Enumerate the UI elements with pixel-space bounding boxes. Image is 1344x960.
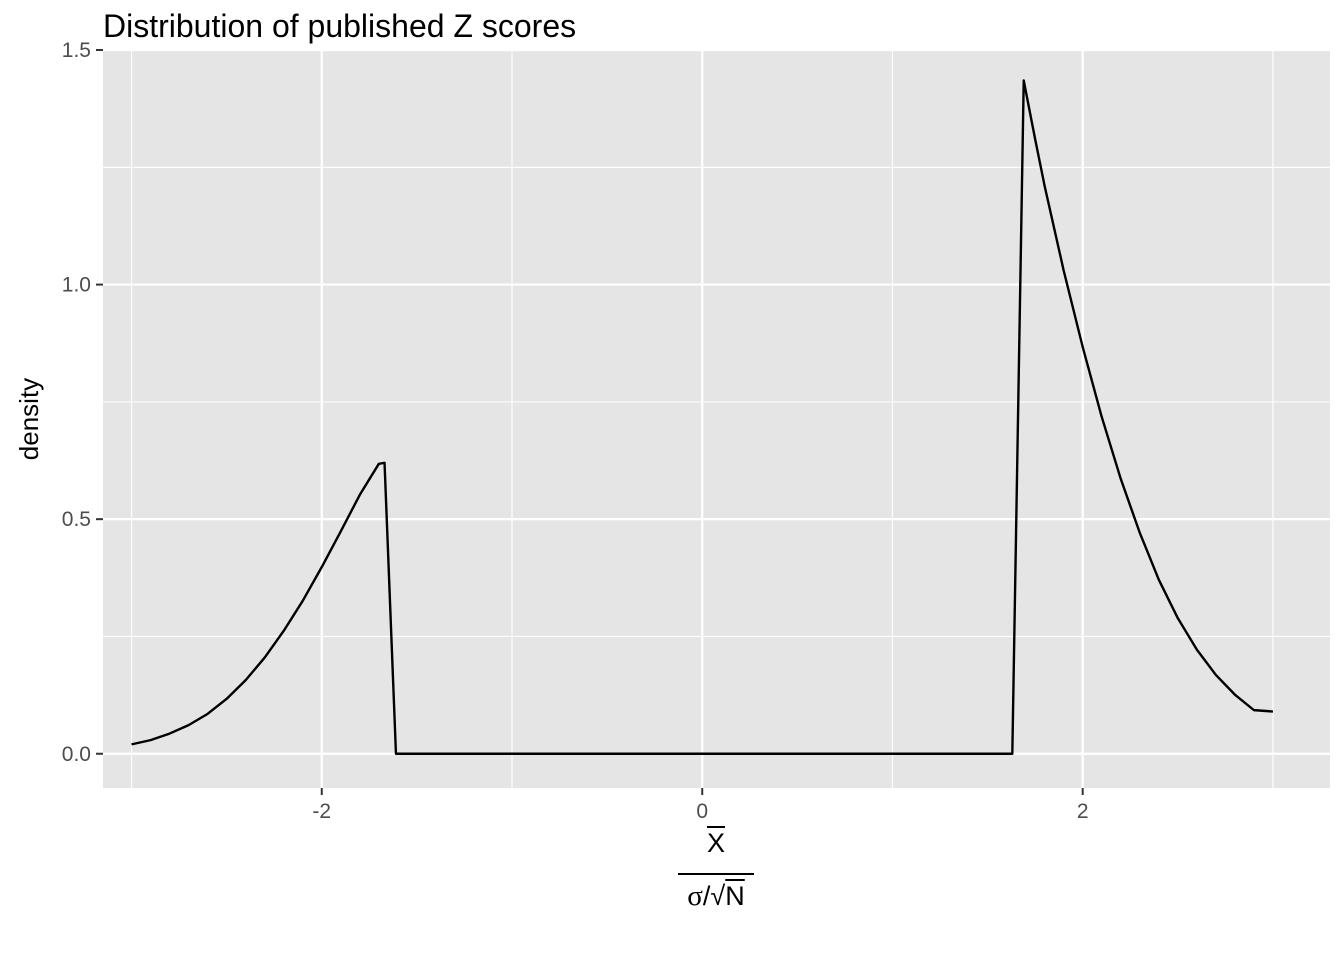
chart-title: Distribution of published Z scores (103, 8, 577, 44)
major-gridlines (103, 48, 1330, 788)
minor-gridlines (103, 50, 1330, 788)
x-tick-label: -2 (312, 800, 331, 823)
x-axis-label-numerator: X (706, 828, 725, 858)
axes: -2 0 2 0.0 0.5 1.0 1.5 (62, 39, 1089, 823)
x-axis-label: X σ/√N (676, 828, 756, 918)
y-tick-label: 0.0 (62, 743, 91, 766)
plot-panel (103, 50, 1330, 788)
density-curve (131, 79, 1274, 755)
x-tick-label: 0 (696, 800, 708, 823)
y-tick-label: 1.0 (62, 274, 91, 297)
x-tick-label: 2 (1077, 800, 1089, 823)
y-axis-label: density (14, 377, 44, 461)
y-tick-label: 1.5 (62, 39, 91, 62)
x-axis-label-denominator: σ/√N (687, 880, 745, 912)
y-tick-label: 0.5 (62, 508, 91, 531)
fraction-bar (678, 873, 754, 875)
